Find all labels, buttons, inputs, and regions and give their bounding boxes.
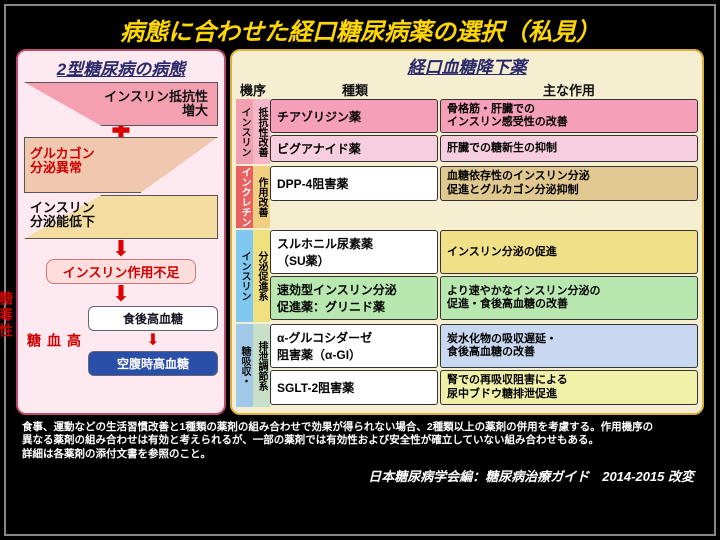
drug-cell: 速効型インスリン分泌 促進薬：グリニド薬 <box>270 276 438 320</box>
right-title: 経口血糖降下薬 <box>236 53 698 78</box>
effect-cell: より速やかなインスリン分泌の 促進・食後高血糖の改善 <box>440 276 698 320</box>
effect-cell: 肝臓での糖新生の抑制 <box>440 135 698 162</box>
toxicity-label: 糖毒性 <box>0 291 16 339</box>
left-title: 2型糖尿病の病態 <box>24 55 218 80</box>
hdr-type: 種類 <box>270 80 440 99</box>
effect-cell: 炭水化物の吸収遅延・ 食後高血糖の改善 <box>440 324 698 368</box>
main-title: 病態に合わせた経口糖尿病薬の選択（私見） <box>6 6 714 49</box>
credit: 日本糖尿病学会編：糖尿病治療ガイド 2014-2015 改変 <box>6 464 714 485</box>
hdr-mechanism: 機序 <box>236 80 270 99</box>
plus-icon: ╋ <box>24 125 218 135</box>
hyperglycemia-row: 高 血 糖 食後高血糖 ⬇ 空腹時高血糖 <box>24 304 218 378</box>
effect-cell: インスリン分泌の促進 <box>440 230 698 274</box>
arrow-down-icon: ⬇ <box>24 287 218 301</box>
arrow-down-icon: ⬇ <box>88 334 218 348</box>
hdr-action: 主な作用 <box>440 80 698 99</box>
triangle-glucagon: グルカゴン 分泌異常 <box>24 137 218 193</box>
drug-cell: スルホニル尿素薬 （SU薬） <box>270 230 438 274</box>
fasting-pill: 空腹時高血糖 <box>88 351 218 376</box>
hyperglycemia-label: 高 血 糖 <box>24 333 84 349</box>
triangle-resistance: インスリン抵抗性 増大 <box>24 82 218 126</box>
drug-cell: ビグアナイド薬 <box>270 135 438 162</box>
effect-cell: 腎での再吸収阻害による 尿中ブドウ糖排泄促進 <box>440 370 698 404</box>
arrow-down-icon: ⬇ <box>24 242 218 256</box>
left-panel: 糖毒性 2型糖尿病の病態 インスリン抵抗性 増大 ╋ グルカゴン 分泌異常 イン… <box>16 49 226 415</box>
drug-rows: インスリン抵抗性改善チアゾリジン薬骨格筋・肝臓での インスリン感受性の改善ビグア… <box>236 99 698 407</box>
outer-frame: 病態に合わせた経口糖尿病薬の選択（私見） 糖毒性 2型糖尿病の病態 インスリン抵… <box>4 4 716 536</box>
effect-cell: 骨格筋・肝臓での インスリン感受性の改善 <box>440 99 698 133</box>
triangle-secretion: インスリン 分泌能低下 <box>24 195 218 239</box>
header-row: 機序 種類 主な作用 <box>236 80 698 99</box>
postprandial-pill: 食後高血糖 <box>88 306 218 331</box>
footnote: 食事、運動などの生活習慣改善と1種類の薬剤の組み合わせで効果が得られない場合、2… <box>6 415 714 464</box>
drug-cell: SGLT-2阻害薬 <box>270 370 438 404</box>
drug-cell: DPP-4阻害薬 <box>270 166 438 200</box>
effect-cell: 血糖依存性のインスリン分泌 促進とグルカゴン分泌抑制 <box>440 166 698 200</box>
drug-cell: α-グルコシダーゼ 阻害薬（α-GI） <box>270 324 438 368</box>
drug-cell: チアゾリジン薬 <box>270 99 438 133</box>
columns: 糖毒性 2型糖尿病の病態 インスリン抵抗性 増大 ╋ グルカゴン 分泌異常 イン… <box>6 49 714 415</box>
right-panel: 経口血糖降下薬 機序 種類 主な作用 インスリン抵抗性改善チアゾリジン薬骨格筋・… <box>230 49 704 415</box>
